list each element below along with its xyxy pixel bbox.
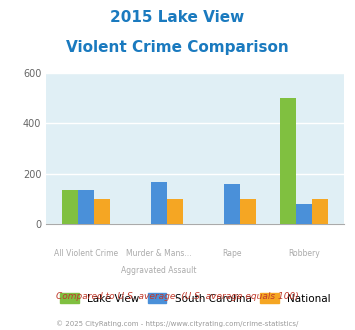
Bar	[280, 98, 296, 224]
Text: Aggravated Assault: Aggravated Assault	[121, 266, 197, 275]
Text: 2015 Lake View: 2015 Lake View	[110, 10, 245, 25]
Text: Rape: Rape	[222, 249, 241, 258]
Bar	[62, 190, 78, 224]
Bar	[312, 199, 328, 224]
Legend: Lake View, South Carolina, National: Lake View, South Carolina, National	[60, 293, 331, 304]
Text: All Violent Crime: All Violent Crime	[54, 249, 118, 258]
Bar	[240, 199, 256, 224]
Bar	[78, 190, 94, 224]
Bar	[94, 199, 110, 224]
Text: © 2025 CityRating.com - https://www.cityrating.com/crime-statistics/: © 2025 CityRating.com - https://www.city…	[56, 320, 299, 327]
Bar	[296, 204, 312, 224]
Text: Compared to U.S. average. (U.S. average equals 100): Compared to U.S. average. (U.S. average …	[56, 292, 299, 301]
Text: Robbery: Robbery	[289, 249, 320, 258]
Text: Violent Crime Comparison: Violent Crime Comparison	[66, 40, 289, 54]
Bar	[224, 184, 240, 224]
Bar	[151, 182, 167, 224]
Text: Murder & Mans...: Murder & Mans...	[126, 249, 192, 258]
Bar	[167, 199, 183, 224]
